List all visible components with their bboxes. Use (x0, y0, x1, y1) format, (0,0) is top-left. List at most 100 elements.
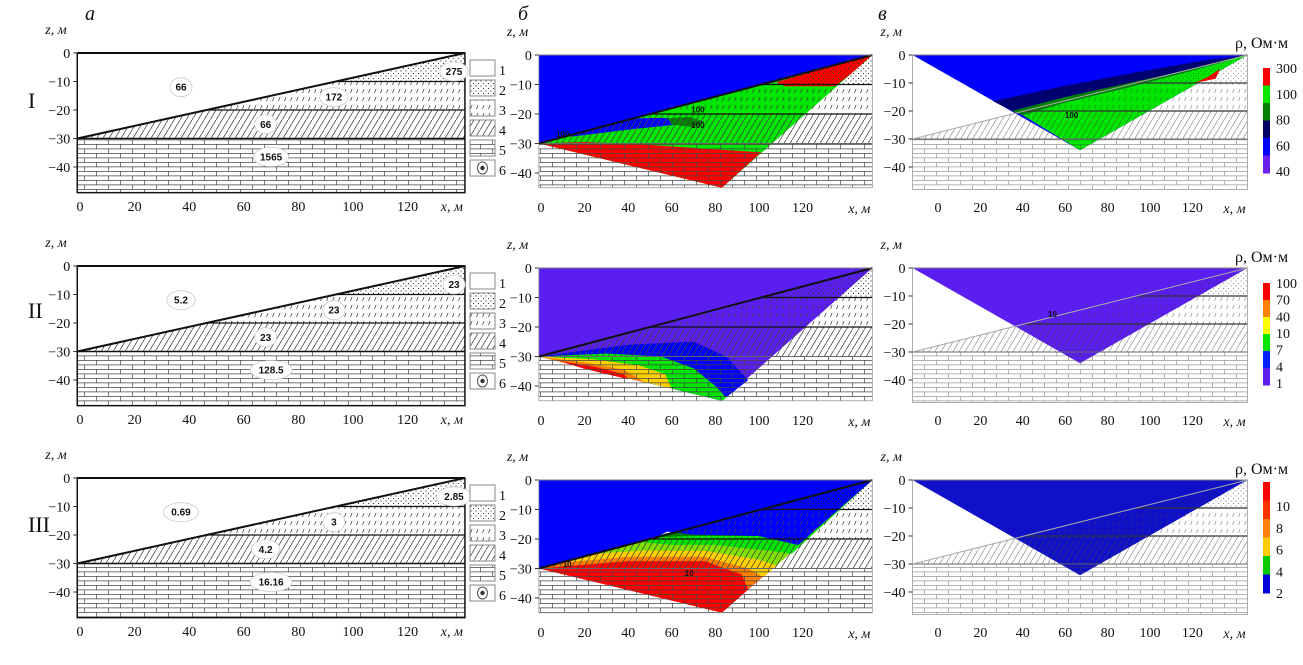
contour-label: 100 (556, 130, 570, 139)
colorbar-segment (1263, 482, 1270, 501)
x-axis-label: x, м (440, 200, 463, 215)
x-tick-label: 0 (538, 414, 545, 429)
z-axis-label: z, м (880, 450, 902, 465)
layer-3 (1024, 83, 1248, 111)
contour-label: 10 (685, 569, 694, 578)
x-tick-label: 120 (1182, 414, 1203, 429)
y-tick-label: −20 (884, 318, 906, 333)
colorbar-label: 6 (1276, 544, 1283, 559)
legend-item-5: 5 (469, 352, 506, 372)
colorbar-segment (1263, 103, 1270, 121)
y-tick-label: −30 (510, 351, 532, 366)
layer-5-limestone (912, 352, 1248, 403)
z-axis-label: z, м (44, 448, 66, 463)
legend-label: 4 (499, 337, 506, 352)
value-marker (254, 327, 278, 348)
colorbar-label: 7 (1276, 344, 1283, 359)
colorbar-segment (1263, 368, 1270, 386)
x-tick-label: 100 (343, 200, 364, 215)
x-tick-label: 20 (973, 201, 987, 216)
marker-dot-icon (480, 378, 485, 384)
x-tick-label: 20 (578, 414, 592, 429)
panel-c-row-2: 0 −10 −20 −30 −40 0 20 40 60 80 100 120 z, м x, м 10 (880, 238, 1248, 430)
colorbar-title: ρ, Ом·м (1235, 461, 1288, 478)
x-tick-label: 120 (792, 414, 813, 429)
x-tick-label: 100 (343, 413, 364, 428)
ground-surface-line (538, 267, 873, 358)
z-axis-label: z, м (44, 236, 66, 251)
ground-surface-line (77, 477, 466, 565)
ground-surface-line (77, 265, 466, 353)
colorbar-row-1: ρ, Ом·м 300 100 80 60 40 (1235, 35, 1297, 180)
y-tick-label: 0 (63, 47, 70, 62)
legend-swatch (469, 59, 496, 77)
x-tick-label: 60 (237, 200, 251, 215)
legend-label: 3 (499, 317, 506, 332)
x-axis-label: x, м (1222, 627, 1245, 642)
x-tick-label: 20 (973, 414, 987, 429)
contour-label: 100 (691, 121, 705, 130)
y-tick-label: −40 (510, 592, 532, 607)
x-tick-label: 80 (1101, 414, 1115, 429)
row-label: III (28, 512, 50, 537)
y-tick-label: −40 (884, 161, 906, 176)
panel-b-row-3: 0 −10 −20 −30 −40 0 20 40 60 80 100 120 z, м x, м 10 10 (506, 450, 873, 642)
x-tick-label: 80 (1101, 201, 1115, 216)
legend-label: 1 (499, 64, 506, 79)
layer-5-limestone (538, 356, 873, 401)
y-tick-label: −40 (884, 586, 906, 601)
plot-frame (538, 54, 873, 189)
panel-b-row-1: 0 −10 −20 −30 −40 0 20 40 60 80 100 120 z, м x, м 100 1… (506, 25, 873, 217)
y-tick-label: −30 (48, 346, 70, 361)
panel-a-row-2: 0 −10 −20 −30 −40 0 20 40 60 80 100 120 z, м x, м 5.2 2… (44, 236, 506, 428)
y-tick-label: −30 (48, 558, 70, 573)
y-tick-label: −10 (510, 79, 532, 94)
y-tick-label: −10 (884, 502, 906, 517)
legend-label: 6 (499, 164, 506, 179)
layer-5-limestone (912, 564, 1248, 615)
legend-label: 2 (499, 297, 506, 312)
x-tick-label: 20 (578, 626, 592, 641)
x-tick-label: 100 (1140, 626, 1161, 641)
plot-frame (912, 479, 1248, 615)
y-tick-label: 0 (525, 474, 532, 489)
y-tick-label: −10 (510, 292, 532, 307)
legend-item-3: 3 (469, 524, 506, 544)
layer-4-value: 4.2 (259, 545, 273, 556)
row-label: I (28, 88, 35, 113)
colorbar-segment (1263, 334, 1270, 352)
legend-label: 3 (499, 104, 506, 119)
legend-label: 3 (499, 529, 506, 544)
layer-5-value: 128.5 (259, 366, 284, 377)
colorbar-segment (1263, 537, 1270, 557)
y-tick-label: −30 (884, 133, 906, 148)
value-marker (169, 77, 193, 98)
colorbar-label: 10 (1276, 327, 1290, 342)
layer-2-value: 23 (448, 280, 460, 291)
y-tick-label: 0 (525, 49, 532, 64)
x-tick-label: 0 (77, 625, 84, 640)
legend-item-2: 2 (469, 292, 506, 312)
y-tick-label: −20 (510, 533, 532, 548)
y-tick-label: −40 (48, 586, 70, 601)
y-tick-label: −20 (48, 529, 70, 544)
layer-3-value: 3 (331, 518, 337, 529)
y-tick-label: −30 (884, 558, 906, 573)
x-tick-label: 120 (397, 413, 418, 428)
value-marker (319, 87, 349, 108)
x-tick-label: 40 (182, 625, 196, 640)
legend-swatch (469, 99, 496, 117)
y-tick-label: −40 (48, 374, 70, 389)
panel-letter-a: а (85, 3, 95, 25)
legend-swatch (469, 292, 496, 310)
layer-4 (912, 324, 1248, 352)
colorbar-row-3: ρ, Ом·м 10 8 6 4 2 (1235, 461, 1290, 602)
x-tick-label: 100 (749, 201, 770, 216)
colorbar-segment (1263, 574, 1270, 594)
layer-5-limestone (912, 139, 1248, 190)
x-tick-label: 80 (1101, 626, 1115, 641)
panel-c-row-1: 0 −10 −20 −30 −40 0 20 40 60 80 100 120 z, м x, м 100 (880, 25, 1248, 217)
plot-frame (538, 267, 873, 402)
x-tick-label: 60 (237, 413, 251, 428)
y-tick-label: −20 (48, 317, 70, 332)
